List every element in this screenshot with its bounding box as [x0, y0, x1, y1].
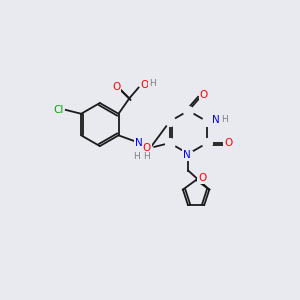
Text: Cl: Cl: [53, 105, 63, 115]
Text: O: O: [112, 82, 120, 92]
Text: H: H: [149, 79, 156, 88]
Text: O: O: [142, 143, 151, 153]
Text: N: N: [135, 138, 142, 148]
Text: O: O: [112, 82, 120, 92]
Text: H: H: [133, 152, 140, 160]
Text: N: N: [183, 150, 191, 160]
Text: O: O: [142, 143, 151, 153]
Text: O: O: [200, 90, 208, 100]
Text: N: N: [135, 138, 142, 148]
Text: H: H: [149, 79, 156, 88]
Text: H: H: [143, 152, 150, 161]
Text: H: H: [221, 116, 228, 124]
Text: O: O: [224, 138, 233, 148]
Text: N: N: [212, 115, 220, 125]
Text: H: H: [143, 152, 150, 161]
Text: H: H: [133, 152, 140, 160]
Text: O: O: [141, 80, 149, 90]
Text: O: O: [224, 138, 233, 148]
Text: O: O: [198, 173, 206, 184]
Text: O: O: [200, 90, 208, 100]
Text: N: N: [212, 115, 220, 125]
Text: O: O: [198, 173, 206, 184]
Text: H: H: [221, 116, 228, 124]
Text: N: N: [183, 150, 191, 160]
Text: O: O: [141, 80, 149, 90]
Text: Cl: Cl: [53, 105, 63, 115]
